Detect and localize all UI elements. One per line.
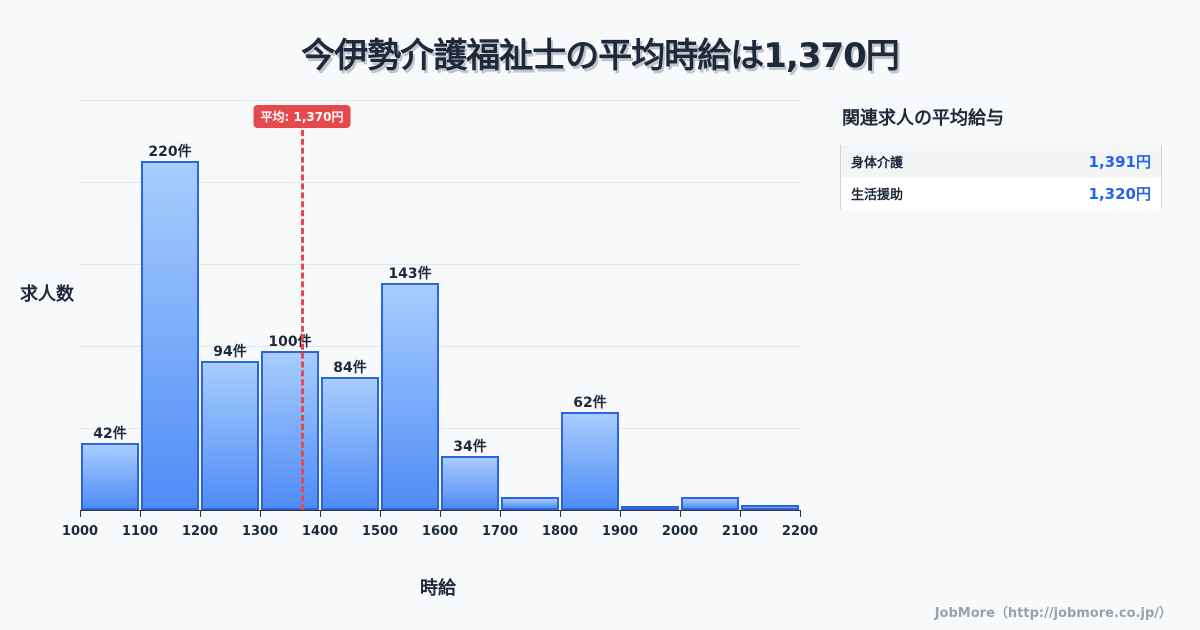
bar-value-label: 34件	[453, 439, 487, 455]
x-tick	[80, 510, 81, 517]
gridline	[80, 428, 800, 429]
gridline	[80, 346, 800, 347]
histogram-bar	[501, 497, 559, 510]
histogram-bar	[381, 283, 439, 510]
gridline	[80, 100, 800, 101]
related-row: 身体介護 1,391円	[841, 145, 1161, 177]
x-tick-label: 2100	[721, 524, 759, 539]
x-tick	[380, 510, 381, 517]
histogram-bar	[261, 351, 319, 510]
related-row-value: 1,391円	[1088, 152, 1151, 171]
x-tick-label: 2000	[661, 524, 699, 539]
gridline	[80, 264, 800, 265]
related-row-label: 身体介護	[851, 155, 904, 171]
x-tick	[440, 510, 441, 517]
x-tick	[260, 510, 261, 517]
related-title: 関連求人の平均給与	[842, 108, 1004, 129]
histogram-bar	[141, 161, 199, 510]
x-tick	[500, 510, 501, 517]
bar-value-label: 94件	[213, 344, 247, 360]
histogram-bar	[201, 361, 259, 510]
bar-value-label: 220件	[148, 144, 192, 160]
x-tick-label: 1700	[481, 524, 519, 539]
histogram-plot: 42件 220件 94件 100件 84件 143件 34件 62件 1000 1100 1200 1…	[62, 100, 818, 539]
histogram-bar	[81, 443, 139, 510]
x-tick	[200, 510, 201, 517]
x-tick	[140, 510, 141, 517]
bar-value-label: 84件	[333, 360, 367, 376]
histogram-bar	[561, 412, 619, 510]
mean-line	[301, 130, 304, 510]
footer-credit: JobMore（http://jobmore.co.jp/）	[934, 606, 1172, 621]
x-tick	[620, 510, 621, 517]
x-tick-label: 1200	[181, 524, 219, 539]
x-tick-label: 1400	[301, 524, 339, 539]
related-row-value: 1,320円	[1088, 184, 1151, 203]
mean-badge: 平均: 1,370円	[253, 105, 351, 128]
related-table: 身体介護 1,391円 生活援助 1,320円	[840, 145, 1162, 209]
chart-title: 今伊勢介護福祉士の平均時給は1,370円	[301, 36, 900, 76]
related-row-label: 生活援助	[851, 187, 904, 203]
x-tick	[800, 510, 801, 517]
x-tick	[560, 510, 561, 517]
x-tick-label: 1300	[241, 524, 279, 539]
histogram-bar	[621, 506, 679, 510]
x-tick	[320, 510, 321, 517]
bar-value-label: 62件	[573, 395, 607, 411]
x-tick-label: 1000	[61, 524, 99, 539]
gridline	[80, 182, 800, 183]
x-axis-label: 時給	[420, 578, 456, 599]
x-tick-label: 1500	[361, 524, 399, 539]
bar-value-label: 42件	[93, 426, 127, 442]
x-tick	[740, 510, 741, 517]
y-axis-label: 求人数	[20, 284, 74, 305]
bar-value-label: 100件	[268, 334, 312, 350]
histogram-bar	[681, 497, 739, 510]
histogram-bar	[741, 505, 799, 510]
x-tick-label: 1900	[601, 524, 639, 539]
histogram-bar	[321, 377, 379, 510]
x-tick-label: 1600	[421, 524, 459, 539]
related-row: 生活援助 1,320円	[841, 177, 1161, 209]
x-tick	[680, 510, 681, 517]
x-tick-label: 1800	[541, 524, 579, 539]
bar-value-label: 143件	[388, 266, 432, 282]
x-tick-label: 1100	[121, 524, 159, 539]
x-tick-label: 2200	[781, 524, 819, 539]
histogram-bar	[441, 456, 499, 510]
